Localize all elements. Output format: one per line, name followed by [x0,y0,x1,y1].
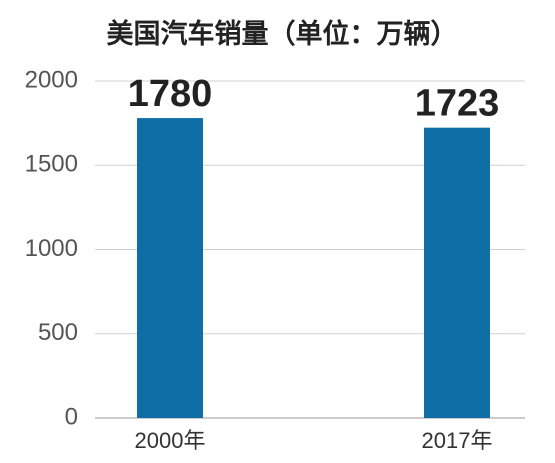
data-label: 1723 [415,83,500,125]
y-tick-label: 2000 [25,66,78,93]
y-tick-label: 0 [65,403,78,430]
y-tick-label: 1500 [25,151,78,178]
bar [137,118,203,418]
bar [424,127,490,418]
chart-title: 美国汽车销量（单位：万辆） [107,18,458,49]
x-tick-label: 2017年 [422,428,493,453]
y-tick-label: 1000 [25,235,78,262]
y-tick-label: 500 [38,319,78,346]
x-tick-label: 2000年 [135,428,206,453]
data-label: 1780 [128,73,213,115]
